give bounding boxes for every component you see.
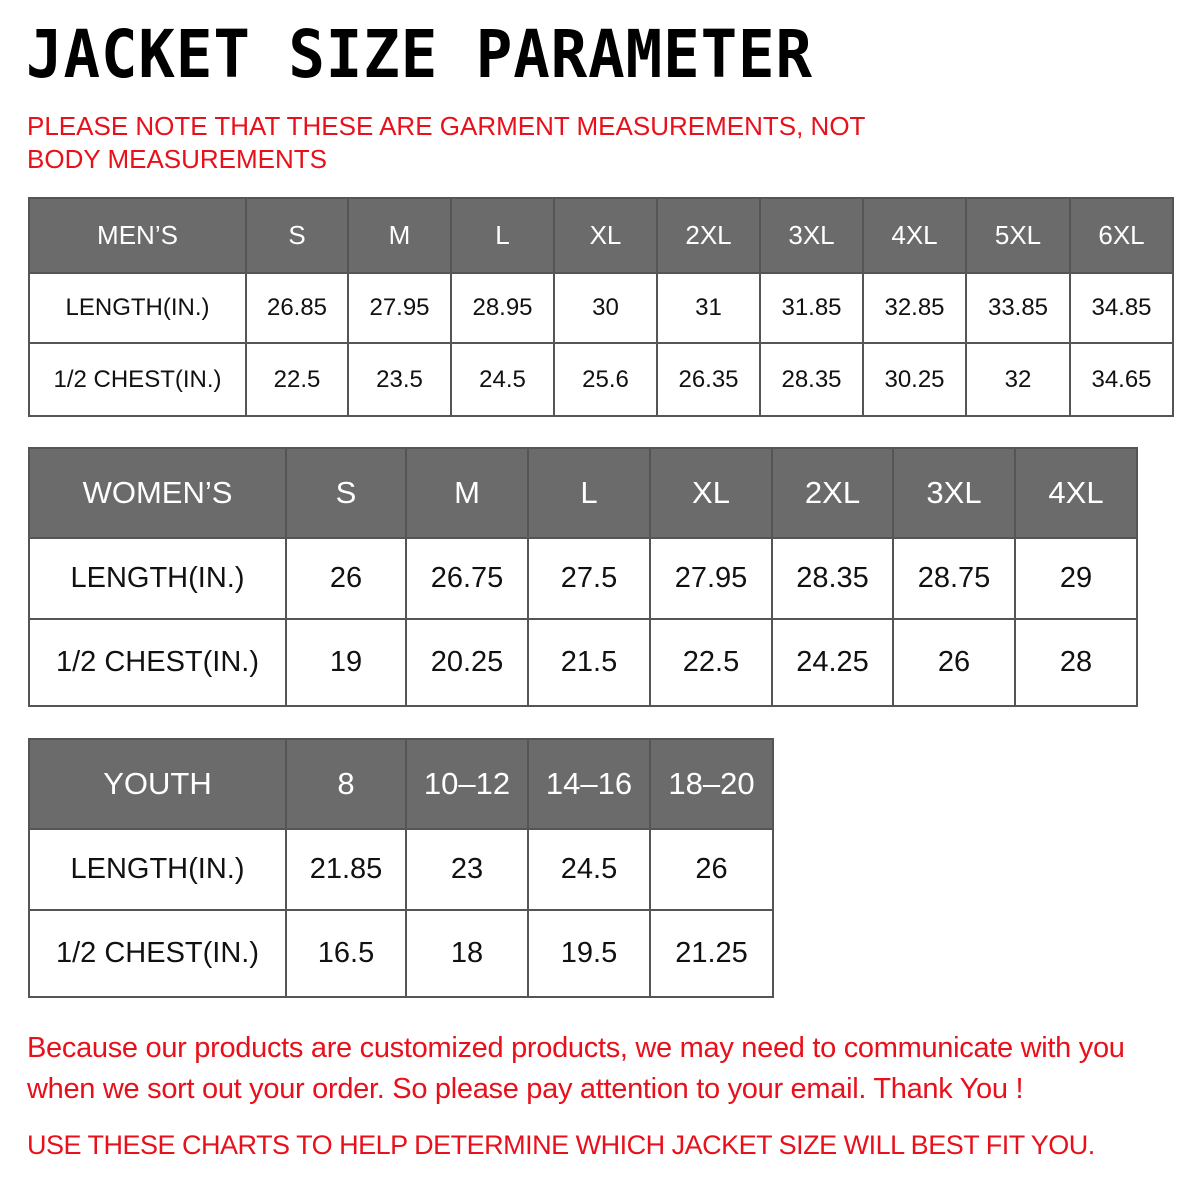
size-header-cell: S — [285, 447, 407, 539]
size-header-cell: S — [245, 197, 349, 274]
measurement-cell: 25.6 — [553, 342, 658, 417]
measurement-note: PLEASE NOTE THAT THESE ARE GARMENT MEASU… — [27, 111, 865, 174]
row-label-cell: 1/2 CHEST(IN.) — [28, 909, 287, 998]
measurement-cell: 30.25 — [862, 342, 967, 417]
row-label-cell: YOUTH — [28, 738, 287, 830]
measurement-cell: 20.25 — [405, 618, 529, 707]
measurement-cell: 27.95 — [649, 537, 773, 620]
table-header-row: MEN’S S M L XL 2XL 3XL 4XL 5XL 6XL — [28, 197, 1174, 274]
measurement-cell: 26.35 — [656, 342, 761, 417]
measurement-cell: 34.65 — [1069, 342, 1174, 417]
measurement-cell: 31 — [656, 272, 761, 344]
measurement-cell: 26.85 — [245, 272, 349, 344]
row-label-cell: 1/2 CHEST(IN.) — [28, 618, 287, 707]
row-label-cell: MEN’S — [28, 197, 247, 274]
measurement-cell: 18 — [405, 909, 529, 998]
measurement-cell: 22.5 — [649, 618, 773, 707]
size-header-cell: 3XL — [759, 197, 864, 274]
size-header-cell: M — [405, 447, 529, 539]
measurement-cell: 28.35 — [759, 342, 864, 417]
measurement-cell: 19.5 — [527, 909, 651, 998]
measurement-cell: 21.5 — [527, 618, 651, 707]
mens-size-table: MEN’S S M L XL 2XL 3XL 4XL 5XL 6XL LENGTH(IN.) 26.8… — [28, 197, 1174, 417]
measurement-cell: 32 — [965, 342, 1071, 417]
size-header-cell: 10–12 — [405, 738, 529, 830]
measurement-cell: 23.5 — [347, 342, 452, 417]
youth-size-table: YOUTH 8 10–12 14–16 18–20 LENGTH(IN.) 21.85 23 2… — [28, 738, 774, 998]
womens-size-table: WOMEN’S S M L XL 2XL 3XL 4XL LENGTH(IN.) 26 26.75 2… — [28, 447, 1138, 707]
row-label-cell: 1/2 CHEST(IN.) — [28, 342, 247, 417]
measurement-cell: 32.85 — [862, 272, 967, 344]
measurement-cell: 21.25 — [649, 909, 774, 998]
table-header-row: WOMEN’S S M L XL 2XL 3XL 4XL — [28, 447, 1138, 539]
size-header-cell: 14–16 — [527, 738, 651, 830]
table-row: LENGTH(IN.) 21.85 23 24.5 26 — [28, 828, 774, 911]
size-header-cell: 18–20 — [649, 738, 774, 830]
measurement-cell: 22.5 — [245, 342, 349, 417]
table-header-row: YOUTH 8 10–12 14–16 18–20 — [28, 738, 774, 830]
measurement-cell: 23 — [405, 828, 529, 911]
size-header-cell: L — [450, 197, 555, 274]
measurement-cell: 33.85 — [965, 272, 1071, 344]
size-header-cell: M — [347, 197, 452, 274]
measurement-cell: 16.5 — [285, 909, 407, 998]
customization-message: Because our products are customized prod… — [27, 1032, 1125, 1105]
row-label-cell: LENGTH(IN.) — [28, 537, 287, 620]
page-title: JACKET SIZE PARAMETER — [26, 16, 814, 93]
size-header-cell: 5XL — [965, 197, 1071, 274]
measurement-cell: 26 — [649, 828, 774, 911]
size-header-cell: 4XL — [862, 197, 967, 274]
measurement-cell: 24.25 — [771, 618, 894, 707]
measurement-cell: 19 — [285, 618, 407, 707]
measurement-cell: 26 — [892, 618, 1016, 707]
measurement-cell: 27.95 — [347, 272, 452, 344]
measurement-cell: 28.75 — [892, 537, 1016, 620]
size-header-cell: 3XL — [892, 447, 1016, 539]
size-header-cell: 4XL — [1014, 447, 1138, 539]
table-row: LENGTH(IN.) 26.85 27.95 28.95 30 31 31.85 32.85… — [28, 272, 1174, 344]
size-header-cell: 8 — [285, 738, 407, 830]
size-header-cell: XL — [649, 447, 773, 539]
size-header-cell: XL — [553, 197, 658, 274]
measurement-cell: 29 — [1014, 537, 1138, 620]
measurement-cell: 28.35 — [771, 537, 894, 620]
size-header-cell: 2XL — [656, 197, 761, 274]
size-header-cell: L — [527, 447, 651, 539]
size-header-cell: 6XL — [1069, 197, 1174, 274]
measurement-cell: 31.85 — [759, 272, 864, 344]
measurement-cell: 26 — [285, 537, 407, 620]
table-row: 1/2 CHEST(IN.) 22.5 23.5 24.5 25.6 26.35 28.35… — [28, 342, 1174, 417]
measurement-cell: 34.85 — [1069, 272, 1174, 344]
row-label-cell: WOMEN’S — [28, 447, 287, 539]
measurement-cell: 24.5 — [527, 828, 651, 911]
measurement-cell: 28.95 — [450, 272, 555, 344]
measurement-cell: 27.5 — [527, 537, 651, 620]
table-row: LENGTH(IN.) 26 26.75 27.5 27.95 28.35 28.75 29 — [28, 537, 1138, 620]
measurement-cell: 30 — [553, 272, 658, 344]
measurement-cell: 21.85 — [285, 828, 407, 911]
row-label-cell: LENGTH(IN.) — [28, 272, 247, 344]
size-header-cell: 2XL — [771, 447, 894, 539]
measurement-cell: 28 — [1014, 618, 1138, 707]
table-row: 1/2 CHEST(IN.) 19 20.25 21.5 22.5 24.25 26 28 — [28, 618, 1138, 707]
row-label-cell: LENGTH(IN.) — [28, 828, 287, 911]
table-row: 1/2 CHEST(IN.) 16.5 18 19.5 21.25 — [28, 909, 774, 998]
size-instruction: USE THESE CHARTS TO HELP DETERMINE WHICH… — [27, 1130, 1095, 1160]
measurement-cell: 24.5 — [450, 342, 555, 417]
measurement-cell: 26.75 — [405, 537, 529, 620]
